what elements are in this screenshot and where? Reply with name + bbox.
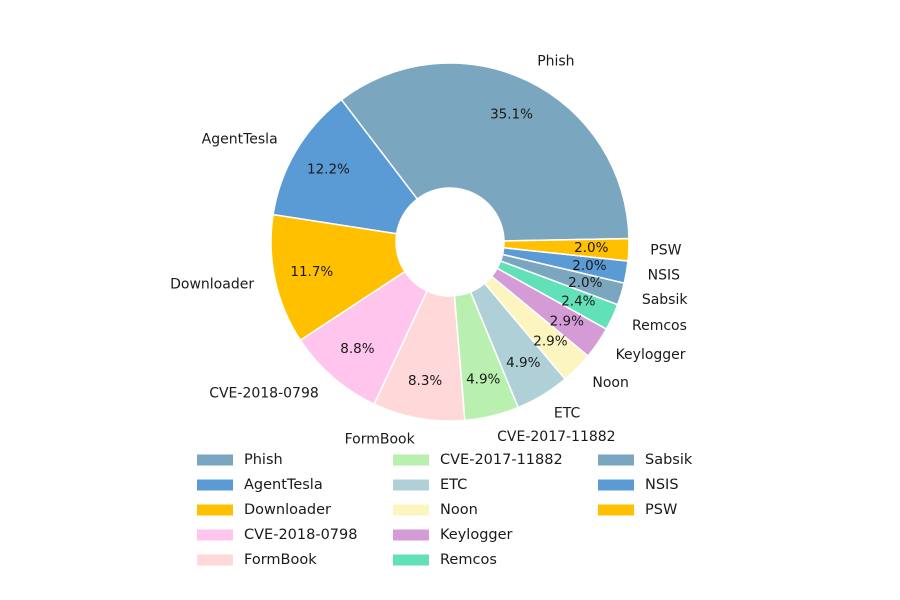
chart-legend: Phish AgentTesla Downloader CVE-2018-0798 Fo… (197, 452, 693, 568)
slice-name-label-psw: PSW (650, 243, 681, 259)
slice-percent-label-phish: 35.1% (490, 107, 533, 123)
legend-label: Phish (244, 452, 283, 468)
legend-swatch (598, 504, 634, 516)
slice-agenttesla (272, 98, 419, 235)
slice-name-label-keylogger: Keylogger (616, 347, 686, 363)
legend-item-noon: Noon (393, 502, 478, 518)
legend-label: Keylogger (440, 527, 513, 543)
legend-label: Noon (440, 502, 478, 518)
slice-percent-label-downloader: 11.7% (290, 264, 333, 280)
slice-percent-label-cve-2018-0798: 8.8% (340, 341, 374, 357)
slice-name-label-agenttesla: AgentTesla (202, 132, 278, 148)
slice-percent-label-noon: 2.9% (533, 334, 567, 350)
legend-label: Downloader (244, 502, 331, 518)
legend-label: CVE-2017-11882 (440, 452, 563, 468)
legend-label: Remcos (440, 552, 497, 568)
legend-swatch (393, 529, 429, 541)
legend-label: PSW (645, 502, 677, 518)
chart-slices (270, 62, 630, 422)
legend-item-keylogger: Keylogger (393, 527, 513, 543)
legend-swatch (393, 479, 429, 491)
legend-item-cve-2017-11882: CVE-2017-11882 (393, 452, 563, 468)
slice-psw (502, 237, 630, 262)
legend-swatch (393, 504, 429, 516)
legend-swatch (393, 554, 429, 566)
legend-label: Sabsik (645, 452, 693, 468)
slice-percent-label-nsis: 2.0% (572, 258, 606, 274)
legend-label: ETC (440, 477, 467, 493)
legend-item-remcos: Remcos (393, 552, 497, 568)
slice-name-label-cve-2017-11882: CVE-2017-11882 (497, 429, 615, 445)
legend-item-phish: Phish (197, 452, 283, 468)
legend-item-downloader: Downloader (197, 502, 331, 518)
legend-label: FormBook (244, 552, 317, 568)
slice-name-label-sabsik: Sabsik (642, 292, 689, 308)
legend-label: AgentTesla (244, 477, 323, 493)
slice-name-label-formbook: FormBook (345, 431, 416, 447)
slice-name-label-noon: Noon (592, 375, 628, 391)
legend-item-agenttesla: AgentTesla (197, 477, 323, 493)
chart-labels: 35.1% Phish 12.2% AgentTesla 11.7% Downloader… (170, 53, 688, 447)
slice-percent-label-agenttesla: 12.2% (307, 162, 350, 178)
slice-name-label-etc: ETC (554, 405, 581, 421)
legend-item-formbook: FormBook (197, 552, 317, 568)
legend-swatch (197, 454, 233, 466)
slice-percent-label-keylogger: 2.9% (550, 314, 584, 330)
legend-item-etc: ETC (393, 477, 467, 493)
slice-percent-label-remcos: 2.4% (561, 293, 595, 309)
slice-phish (340, 62, 630, 242)
legend-item-psw: PSW (598, 502, 677, 518)
slice-name-label-cve-2018-0798: CVE-2018-0798 (209, 386, 319, 402)
slice-name-label-phish: Phish (537, 53, 574, 69)
legend-swatch (197, 504, 233, 516)
slice-name-label-downloader: Downloader (170, 277, 254, 293)
legend-swatch (197, 554, 233, 566)
legend-swatch (393, 454, 429, 466)
slice-name-label-nsis: NSIS (648, 268, 680, 284)
slice-percent-label-etc: 4.9% (506, 355, 540, 371)
legend-swatch (197, 479, 233, 491)
slice-percent-label-formbook: 8.3% (408, 373, 442, 389)
legend-item-nsis: NSIS (598, 477, 679, 493)
slice-percent-label-psw: 2.0% (574, 240, 608, 256)
slice-percent-label-sabsik: 2.0% (568, 275, 602, 291)
legend-label: NSIS (645, 477, 679, 493)
legend-label: CVE-2018-0798 (244, 527, 357, 543)
legend-swatch (197, 529, 233, 541)
legend-item-sabsik: Sabsik (598, 452, 693, 468)
slice-percent-label-cve-2017-11882: 4.9% (466, 371, 500, 387)
legend-swatch (598, 479, 634, 491)
legend-swatch (598, 454, 634, 466)
legend-item-cve-2018-0798: CVE-2018-0798 (197, 527, 357, 543)
slice-downloader (270, 213, 406, 342)
slice-name-label-remcos: Remcos (632, 318, 687, 334)
